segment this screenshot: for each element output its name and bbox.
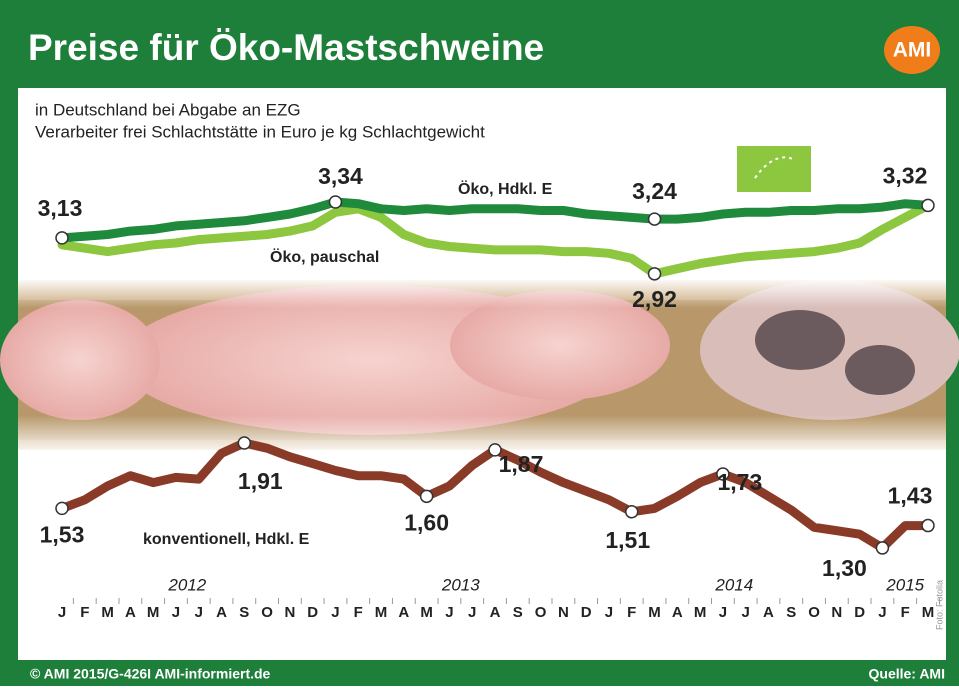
x-tick-label: F (354, 604, 363, 621)
series-label: Öko, pauschal (270, 247, 379, 266)
photo-credit: Foto: Fotolia (934, 580, 944, 630)
point-marker (56, 232, 68, 244)
x-tick-label: O (535, 604, 547, 621)
value-label: 1,91 (238, 468, 283, 494)
x-tick-label: A (490, 604, 501, 621)
value-label: 1,53 (40, 521, 85, 547)
point-marker (421, 490, 433, 502)
x-tick-label: M (648, 604, 661, 621)
source: Quelle: AMI (869, 666, 946, 682)
chart-title: Preise für Öko-Mastschweine (28, 27, 544, 68)
x-tick-label: J (58, 604, 66, 621)
year-label: 2014 (714, 575, 753, 594)
x-tick-label: A (216, 604, 227, 621)
x-tick-label: A (672, 604, 683, 621)
x-tick-label: O (261, 604, 273, 621)
x-tick-label: J (195, 604, 203, 621)
value-label: 3,34 (318, 163, 363, 189)
point-marker (649, 268, 661, 280)
value-label: 1,87 (499, 451, 544, 477)
value-label: 3,32 (883, 162, 928, 188)
subtitle: Verarbeiter frei Schlachtstätte in Euro … (35, 122, 485, 141)
x-tick-label: J (605, 604, 613, 621)
point-marker (329, 196, 341, 208)
x-tick-label: N (831, 604, 842, 621)
x-tick-label: N (558, 604, 569, 621)
x-tick-label: M (694, 604, 707, 621)
series-label: konventionell, Hdkl. E (143, 531, 310, 548)
footer: © AMI 2015/G-426I AMI-informiert.de (30, 666, 271, 682)
value-label: 1,73 (718, 469, 763, 495)
x-tick-label: D (581, 604, 592, 621)
x-tick-label: N (284, 604, 295, 621)
point-marker (649, 213, 661, 225)
value-label: 1,43 (888, 483, 933, 509)
value-label: 1,51 (605, 527, 650, 553)
x-tick-label: M (375, 604, 388, 621)
year-label: 2015 (885, 575, 924, 594)
x-tick-label: A (763, 604, 774, 621)
point-marker (56, 502, 68, 514)
x-tick-label: M (922, 604, 935, 621)
x-tick-label: D (307, 604, 318, 621)
point-marker (876, 542, 888, 554)
x-tick-label: J (172, 604, 180, 621)
x-tick-label: M (101, 604, 114, 621)
x-tick-label: F (901, 604, 910, 621)
point-marker (626, 506, 638, 518)
x-tick-label: J (445, 604, 453, 621)
x-tick-label: D (854, 604, 865, 621)
x-tick-label: J (878, 604, 886, 621)
eu-organic-logo (737, 146, 811, 192)
x-tick-label: A (125, 604, 136, 621)
x-tick-label: S (239, 604, 249, 621)
photo (0, 278, 959, 455)
point-marker (922, 199, 934, 211)
x-tick-label: F (627, 604, 636, 621)
series-label: Öko, Hdkl. E (458, 179, 553, 198)
subtitle: in Deutschland bei Abgabe an EZG (35, 100, 301, 119)
x-tick-label: F (80, 604, 89, 621)
value-label: 1,60 (404, 509, 449, 535)
value-label: 1,30 (822, 555, 867, 581)
point-marker (238, 437, 250, 449)
x-tick-label: S (513, 604, 523, 621)
chart: AMI Preise für Öko-Mastschweine in Deuts… (0, 0, 959, 686)
year-label: 2013 (441, 575, 480, 594)
x-tick-label: J (468, 604, 476, 621)
x-tick-label: M (420, 604, 433, 621)
point-marker (922, 520, 934, 532)
x-tick-label: J (719, 604, 727, 621)
value-label: 3,13 (38, 195, 83, 221)
value-label: 3,24 (632, 178, 677, 204)
x-tick-label: J (742, 604, 750, 621)
x-tick-label: A (398, 604, 409, 621)
value-label: 2,92 (632, 286, 677, 312)
x-tick-label: O (808, 604, 820, 621)
logo: AMI (893, 39, 932, 62)
x-tick-label: M (147, 604, 160, 621)
year-label: 2012 (167, 575, 206, 594)
x-tick-label: S (786, 604, 796, 621)
x-tick-label: J (331, 604, 339, 621)
